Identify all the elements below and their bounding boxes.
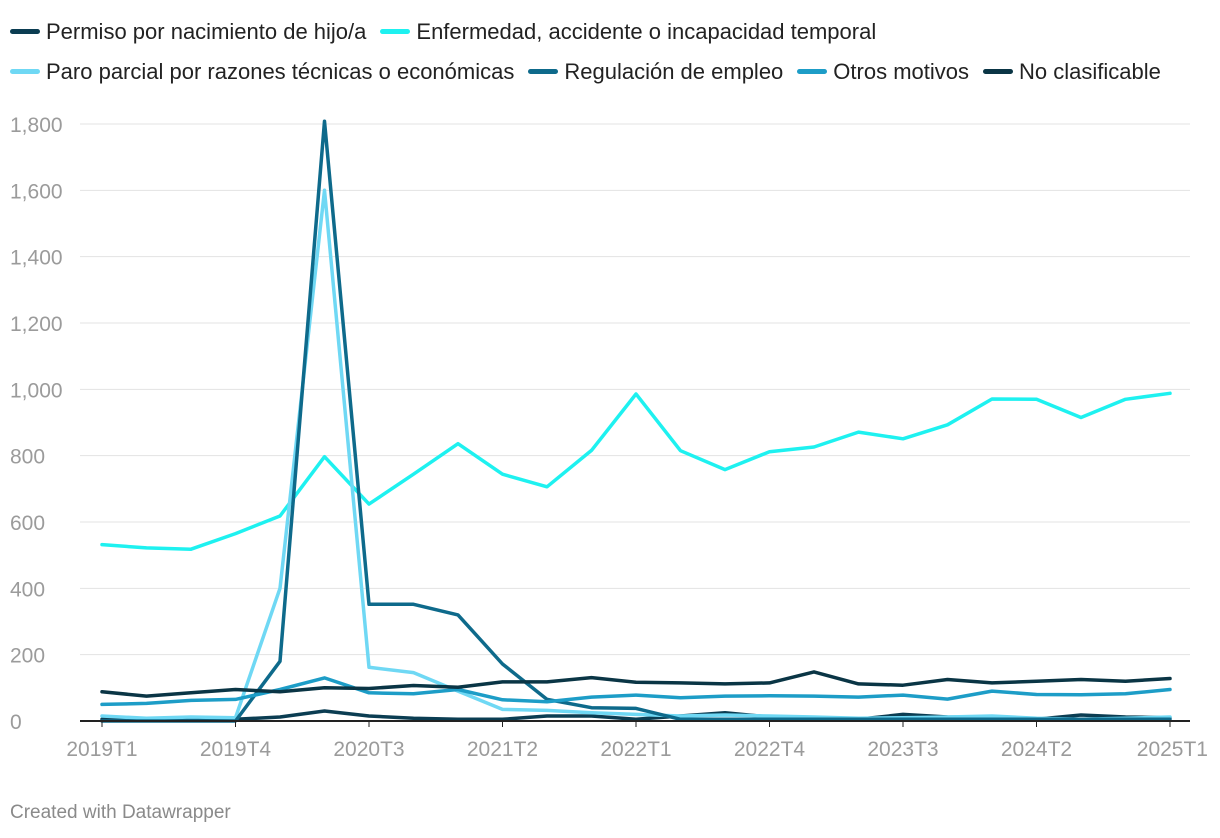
y-tick-label: 0 (10, 711, 22, 734)
series-line-3 (100, 188, 1172, 722)
legend-item-3: Paro parcial por razones técnicas o econ… (10, 52, 514, 92)
series-line-6 (100, 670, 1172, 698)
x-tick-label: 2024T2 (1001, 738, 1072, 761)
x-tick-label: 2025T1 (1137, 738, 1208, 761)
legend-label: Paro parcial por razones técnicas o econ… (46, 59, 515, 84)
legend-label: No clasificable (1019, 59, 1161, 84)
x-tick-label: 2019T4 (200, 738, 272, 761)
footer-credit: Created with Datawrapper (10, 802, 231, 823)
legend-label: Regulación de empleo (564, 59, 784, 84)
legend-item-2: Enfermedad, accidente o incapacidad temp… (380, 12, 876, 52)
y-tick-label: 600 (10, 512, 45, 535)
legend-item-6: No clasificable (983, 52, 1161, 92)
y-tick-label: 1,200 (10, 313, 63, 336)
y-tick-label: 1,000 (10, 379, 63, 402)
x-tick-label: 2020T3 (333, 738, 404, 761)
legend-swatch (10, 68, 40, 74)
y-tick-label: 1,800 (10, 114, 63, 137)
legend-item-5: Otros motivos (797, 52, 969, 92)
series-line-5 (100, 676, 1172, 707)
legend-label: Otros motivos (833, 59, 969, 84)
x-tick-label: 2022T4 (734, 738, 806, 761)
legend-item-1: Permiso por nacimiento de hijo/a (10, 12, 366, 52)
legend-swatch (528, 68, 559, 74)
legend-label: Enfermedad, accidente o incapacidad temp… (416, 19, 877, 44)
legend-swatch (380, 28, 411, 34)
y-tick-label: 200 (10, 645, 45, 668)
legend-swatch (983, 68, 1013, 74)
x-tick-label: 2023T3 (867, 738, 938, 761)
x-tick-label: 2019T1 (66, 738, 137, 761)
legend-label: Permiso por nacimiento de hijo/a (46, 19, 367, 44)
legend-swatch (10, 28, 40, 34)
series-line-4 (100, 119, 1172, 723)
x-tick-label: 2022T1 (600, 738, 671, 761)
y-tick-label: 400 (10, 578, 45, 601)
series-line-2 (100, 391, 1172, 551)
x-tick-label: 2021T2 (467, 738, 538, 761)
legend: Permiso por nacimiento de hijo/a Enfermed… (10, 12, 1210, 92)
legend-swatch (797, 68, 828, 74)
y-tick-label: 800 (10, 446, 45, 469)
y-tick-label: 1,600 (10, 180, 63, 203)
y-tick-label: 1,400 (10, 247, 63, 270)
legend-item-4: Regulación de empleo (528, 52, 783, 92)
